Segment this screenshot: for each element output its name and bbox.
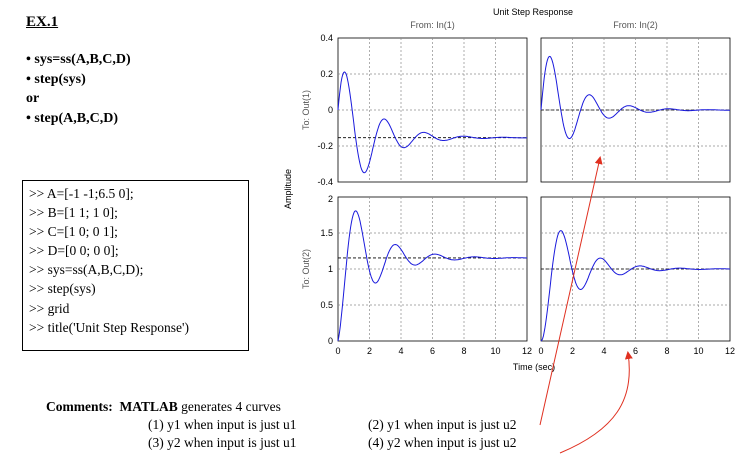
x-tick-label: 4 [398,346,403,356]
comment-item: (4) y2 when input is just u2 [368,435,517,450]
bullet-item: • step(sys) [26,71,86,87]
y-tick-label: 1 [328,264,333,274]
y-tick-label: -0.2 [317,141,333,151]
comments-label: Comments: [46,399,113,414]
y-axis-label: Amplitude [283,169,293,209]
bullet-item: • step(A,B,C,D) [26,110,119,126]
x-tick-label: 2 [367,346,372,356]
x-axis-label: Time (sec) [513,362,555,372]
x-tick-label: 12 [522,346,532,356]
code-line: >> D=[0 0; 0 0]; [29,243,119,259]
x-tick-label: 0 [335,346,340,356]
step-response-curve [540,230,730,342]
y-tick-label: -0.4 [317,177,333,187]
code-line: >> C=[1 0; 0 1]; [29,224,118,240]
step-response-curve [337,210,527,342]
bullet-item: • sys=ss(A,B,C,D) [26,52,131,67]
row-label: To: Out(2) [301,249,311,289]
code-line: >> B=[1 1; 1 0]; [29,205,118,221]
y-tick-label: 0.2 [320,69,333,79]
step-response-curve [337,71,527,174]
annotation-arrow-to-panel-2 [539,156,603,426]
code-line: >> A=[-1 -1;6.5 0]; [29,186,134,201]
y-tick-label: 0 [328,105,333,115]
code-line: >> sys=ss(A,B,C,D); [29,262,144,278]
x-tick-label: 8 [664,346,669,356]
x-tick-label: 10 [490,346,500,356]
comment-item: (2) y1 when input is just u2 [368,417,517,432]
y-tick-label: 2 [328,194,333,204]
comment-item: (3) y2 when input is just u1 [148,435,297,450]
y-tick-label: 0.5 [320,300,333,310]
code-line: >> grid [29,300,70,316]
bullet-item: or [26,91,40,106]
x-tick-label: 6 [430,346,435,356]
code-line: >> title('Unit Step Response') [29,319,189,335]
y-tick-label: 1.5 [320,228,333,238]
row-label: To: Out(1) [301,90,311,130]
x-tick-label: 2 [570,346,575,356]
annotation-arrow-to-panel-4 [559,351,633,454]
column-title: From: In(2) [613,20,658,30]
matlab-word: MATLAB [119,399,178,414]
y-tick-label: 0.4 [320,33,333,43]
column-title: From: In(1) [410,20,455,30]
y-tick-label: 0 [328,336,333,346]
x-tick-label: 8 [461,346,466,356]
step-response-curve [540,55,730,140]
x-tick-label: 4 [601,346,606,356]
x-tick-label: 6 [633,346,638,356]
x-tick-label: 12 [725,346,735,356]
x-tick-label: 10 [693,346,703,356]
comment-item: (1) y1 when input is just u1 [148,417,297,432]
comments-intro: generates 4 curves [177,399,281,414]
code-line: >> step(sys) [29,281,96,297]
chart-title: Unit Step Response [493,7,573,17]
x-tick-label: 0 [538,346,543,356]
example-heading: EX.1 [26,14,59,30]
matlab-code-box: >> A=[-1 -1;6.5 0]; >> B=[1 1; 1 0]; >> … [22,180,249,351]
command-bullets: • sys=ss(A,B,C,D) • step(sys) or • step(… [26,50,131,128]
